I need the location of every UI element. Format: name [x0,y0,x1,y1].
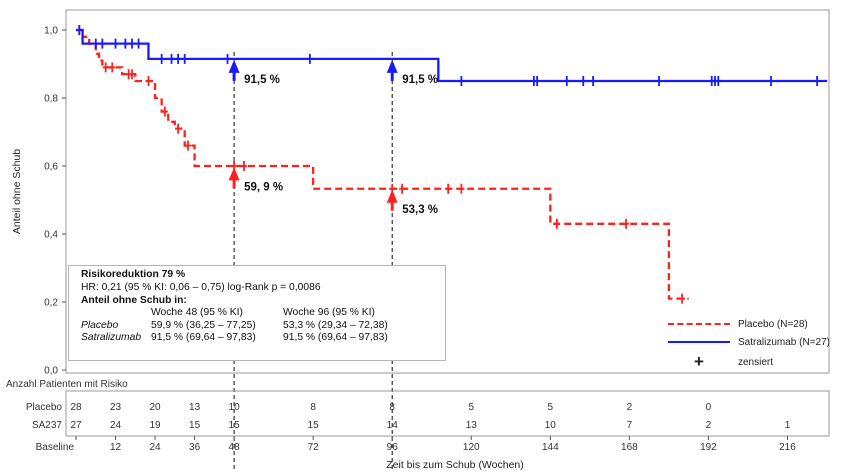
survival-curves [76,25,827,304]
risk-cell: 2 [706,420,712,431]
risk-row-label: SA237 [32,420,62,431]
legend-item-placebo: Placebo (N=28) [668,316,808,332]
y-tick-label: 0,4 [44,230,58,241]
x-tick-label: Baseline [36,442,75,453]
stats-row-satralizumab: Satralizumab 91,5 % (69,64 – 97,83) 91,5… [81,332,388,345]
x-tick-label: 36 [189,442,201,453]
y-tick-label: 1,0 [44,26,58,37]
risk-cell: 24 [110,420,122,431]
legend-item-censored: + zensiert [668,352,774,371]
stats-cell: 53,3 % (29,34 – 72,38) [283,319,388,331]
stats-row-placebo: Placebo 59,9 % (36,25 – 77,25) 53,3 % (2… [81,320,388,333]
stats-subtitle: Anteil ohne Schub in: [81,295,187,306]
risk-cell: 27 [70,420,82,431]
stats-cell: 91,5 % (69,64 – 97,83) [151,332,256,343]
risk-cell: 15 [308,420,320,431]
satralizumab-curve [76,28,827,83]
risk-cell: 7 [627,420,633,431]
annotation-arrow-head [228,59,240,73]
risk-cell: 13 [466,420,478,431]
risk-cell: 2 [627,402,633,413]
risk-row-label: Placebo [26,402,63,413]
stats-header-row: Woche 48 (95 % KI) Woche 96 (95 % KI) [81,307,388,320]
axes: 0,0 0,2 0,4 0,6 0,8 1,0 Anteil ohne Schub [11,26,66,377]
risk-cell: 15 [189,420,201,431]
annotation-arrows: 91,5 % 59, 9 % 91,5 % 53,3 % [228,59,438,216]
x-tick-label: 168 [621,442,638,453]
legend-item-satralizumab: Satralizumab (N=27) [668,334,830,350]
risk-cell: 14 [387,420,399,431]
x-tick-label: 72 [308,442,320,453]
risk-cell: 1 [785,420,791,431]
annotation-arrow-head [386,189,398,203]
hazard-ratio-line: HR: 0,21 (95 % KI: 0,06 – 0,75) log-Rank… [81,282,321,293]
plus-icon: + [694,352,704,371]
legend-swatch-dashed [668,323,730,325]
risk-cell: 10 [229,402,241,413]
stats-cell: Placebo [81,319,119,331]
plot-border [65,9,830,374]
risk-cell: 23 [110,402,122,413]
x-tick-label: 216 [779,442,796,453]
risk-cell: 5 [548,402,554,413]
stats-cell: 91,5 % (69,64 – 97,83) [283,332,388,343]
legend-label: Satralizumab (N=27) [738,336,830,348]
stats-box: Risikoreduktion 79 % HR: 0,21 (95 % KI: … [68,265,446,361]
y-tick-label: 0,8 [44,94,58,105]
y-tick-label: 0,2 [44,298,58,309]
risk-cell: 0 [706,402,712,413]
stats-table: Woche 48 (95 % KI) Woche 96 (95 % KI) Pl… [81,307,388,345]
annotation-arrow-head [228,167,240,181]
x-tick-label: 144 [542,442,559,453]
x-tick-label: 48 [229,442,241,453]
annotation-label: 91,5 % [244,74,280,86]
stats-header-cell: Woche 96 (95 % KI) [283,307,375,318]
risk-cell: 5 [468,402,474,413]
stats-title: Risikoreduktion 79 % [81,269,186,280]
risk-table-title: Anzahl Patienten mit Risiko [6,379,128,390]
x-axis-label: Zeit bis zum Schub (Wochen) [386,459,524,471]
placebo-curve [76,28,689,300]
legend-label: Placebo (N=28) [738,318,808,330]
risk-cell: 19 [149,420,161,431]
risk-cell: 10 [545,420,557,431]
risk-cell: 8 [389,402,395,413]
legend-swatch-solid [668,341,730,343]
y-tick-label: 0,6 [44,162,58,173]
annotation-label: 91,5 % [402,74,438,86]
y-axis-label: Anteil ohne Schub [11,149,23,234]
stats-cell: 59,9 % (36,25 – 77,25) [151,319,256,331]
risk-table-border [65,390,830,437]
y-tick-label: 0,0 [44,366,58,377]
risk-cell: 28 [70,402,82,413]
risk-cell: 13 [189,402,201,413]
stats-cell: Satralizumab [81,332,142,343]
plot-frame [65,9,830,374]
x-tick-label: 120 [463,442,480,453]
x-tick-label: 12 [110,442,122,453]
risk-cell: 15 [229,420,241,431]
annotation-label: 59, 9 % [244,181,283,193]
risk-cell: 8 [310,402,316,413]
x-tick-label: 96 [387,442,399,453]
legend: Placebo (N=28) Satralizumab (N=27) + zen… [668,314,848,374]
stats-header-cell: Woche 48 (95 % KI) [151,307,243,318]
stats-header-cell [81,307,151,320]
legend-label: zensiert [738,356,774,368]
x-tick-label: 24 [149,442,161,453]
annotation-arrow-head [386,59,398,73]
risk-cell: 20 [149,402,161,413]
x-tick-label: 192 [700,442,717,453]
annotation-label: 53,3 % [402,204,438,216]
